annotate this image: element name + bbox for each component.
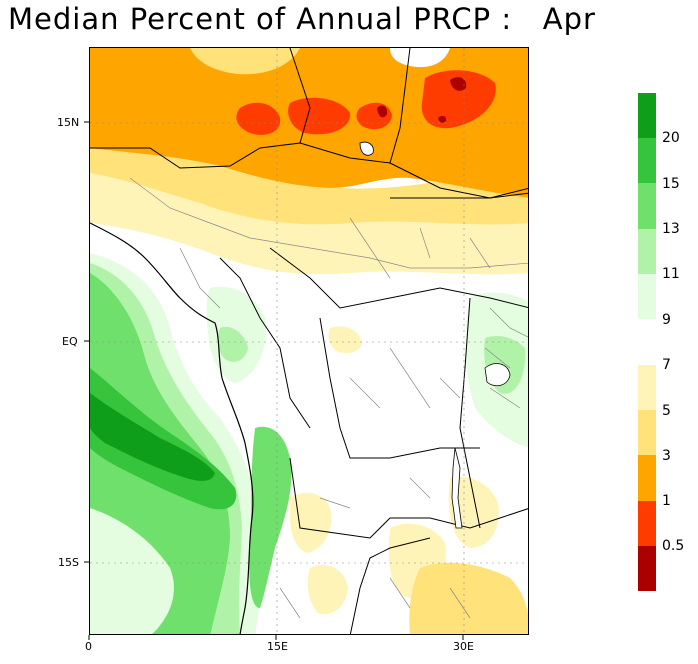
colorbar-label-3: 3: [662, 448, 671, 464]
africa-coastline: [90, 222, 254, 634]
lon-label-15e: 15E: [267, 640, 288, 653]
colorbar-wet-11: [638, 229, 656, 274]
colorbar-label-0-5: 0.5: [662, 538, 685, 554]
precip-map-svg: [90, 48, 528, 634]
lat-label-eq: EQ: [62, 335, 78, 348]
colorbar-dry-3: [638, 455, 656, 501]
sahara-light-patch: [190, 48, 300, 75]
lon-label-30e: 30E: [453, 640, 474, 653]
colorbar-dry-7: [638, 365, 656, 410]
map-title: Median Percent of Annual PRCP : Apr: [8, 2, 596, 36]
lat-label-15n: 15N: [57, 116, 80, 129]
colorbar-label-11: 11: [662, 266, 680, 282]
sahel-mid-band: [90, 88, 528, 225]
colorbar-label-7: 7: [662, 357, 671, 373]
lake-tanganyika: [451, 447, 463, 529]
south-yellow-patch-1: [289, 492, 332, 553]
colorbar-dry-5: [638, 410, 656, 455]
precip-map: [89, 47, 529, 635]
country-border-4: [269, 247, 528, 309]
colorbar-dry-05: [638, 546, 656, 591]
lake-victoria: [484, 363, 511, 387]
country-border-3: [389, 162, 528, 199]
country-border-8: [459, 297, 481, 529]
colorbar-label-13: 13: [662, 221, 680, 237]
red-core-4: [421, 70, 496, 129]
country-border-9: [390, 187, 528, 199]
congo-green-patch: [249, 426, 292, 608]
dark-red-core-1: [377, 105, 388, 118]
province-border-4: [279, 307, 528, 619]
south-yellow-patch-6: [307, 564, 348, 615]
ocean-green-5: [90, 393, 215, 481]
colorbar-label-1: 1: [662, 493, 671, 509]
sahara-light-patch-2: [390, 48, 450, 68]
colorbar-wet-20: [638, 93, 656, 138]
country-border-1: [90, 48, 311, 169]
lat-label-15s: 15S: [58, 556, 79, 569]
colorbar-wet-13: [638, 183, 656, 229]
province-border-1: [129, 177, 528, 269]
colorbar-label-20: 20: [662, 130, 680, 146]
province-border-2: [179, 217, 491, 309]
south-yellow-patch-3: [448, 476, 499, 548]
province-border-3: [319, 347, 461, 509]
country-border-10: [219, 257, 311, 429]
country-border-5: [319, 317, 480, 459]
colorbar-dry-1: [638, 501, 656, 546]
south-yellow-patch-5: [328, 326, 362, 354]
dark-red-core-2: [450, 77, 467, 91]
central-green-patch-2: [217, 326, 248, 362]
colorbar-wet-9: [638, 274, 656, 319]
lon-label-0: 0: [85, 640, 92, 653]
south-yellow-patch-4: [409, 562, 528, 634]
red-core-1: [236, 102, 281, 135]
colorbar-wet-15: [638, 138, 656, 183]
colorbar-label-9: 9: [662, 312, 671, 328]
lake-chad: [359, 141, 374, 156]
colorbar-label-15: 15: [662, 176, 680, 192]
country-border-7: [349, 537, 431, 634]
ocean-white-patch: [90, 508, 174, 634]
colorbar-label-5: 5: [662, 403, 671, 419]
dark-red-core-3: [438, 115, 447, 123]
country-border-6: [289, 457, 528, 539]
red-core-2: [288, 97, 351, 135]
